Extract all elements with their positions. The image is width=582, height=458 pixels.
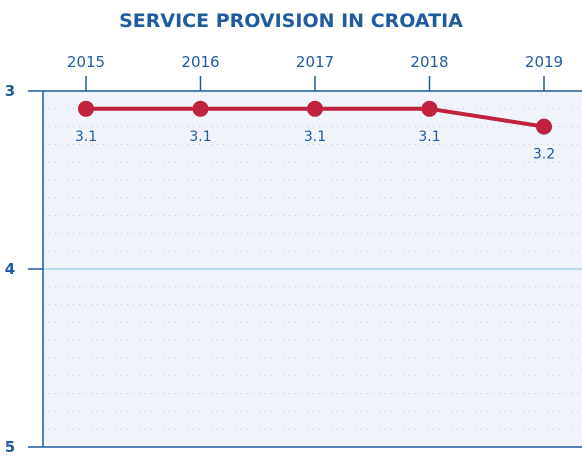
data-point <box>307 100 323 117</box>
y-tick-label: 3 <box>5 82 15 100</box>
x-tick-label: 2017 <box>296 53 334 71</box>
axes: 3 4 5 2015 2016 2017 2018 2019 <box>5 53 582 456</box>
data-point <box>421 100 438 117</box>
data-point <box>78 100 94 117</box>
y-tick-label: 5 <box>5 438 15 453</box>
x-tick-label: 2019 <box>525 53 563 71</box>
data-label: 3.1 <box>418 129 440 145</box>
x-tick-label: 2016 <box>181 53 219 71</box>
data-label: 3.2 <box>533 147 555 163</box>
y-tick-label: 4 <box>5 260 15 278</box>
x-tick-label: 2018 <box>410 53 448 71</box>
data-label: 3.1 <box>304 129 326 145</box>
data-label: 3.1 <box>75 129 97 145</box>
chart-title: SERVICE PROVISION IN CROATIA <box>119 10 463 32</box>
data-point <box>536 118 552 135</box>
data-point <box>192 100 209 117</box>
series <box>78 100 552 135</box>
x-tick-label: 2015 <box>67 53 105 71</box>
data-label: 3.1 <box>189 129 211 145</box>
labels: 3.1 3.1 3.1 3.1 3.2 <box>75 129 555 163</box>
grid <box>43 108 582 430</box>
